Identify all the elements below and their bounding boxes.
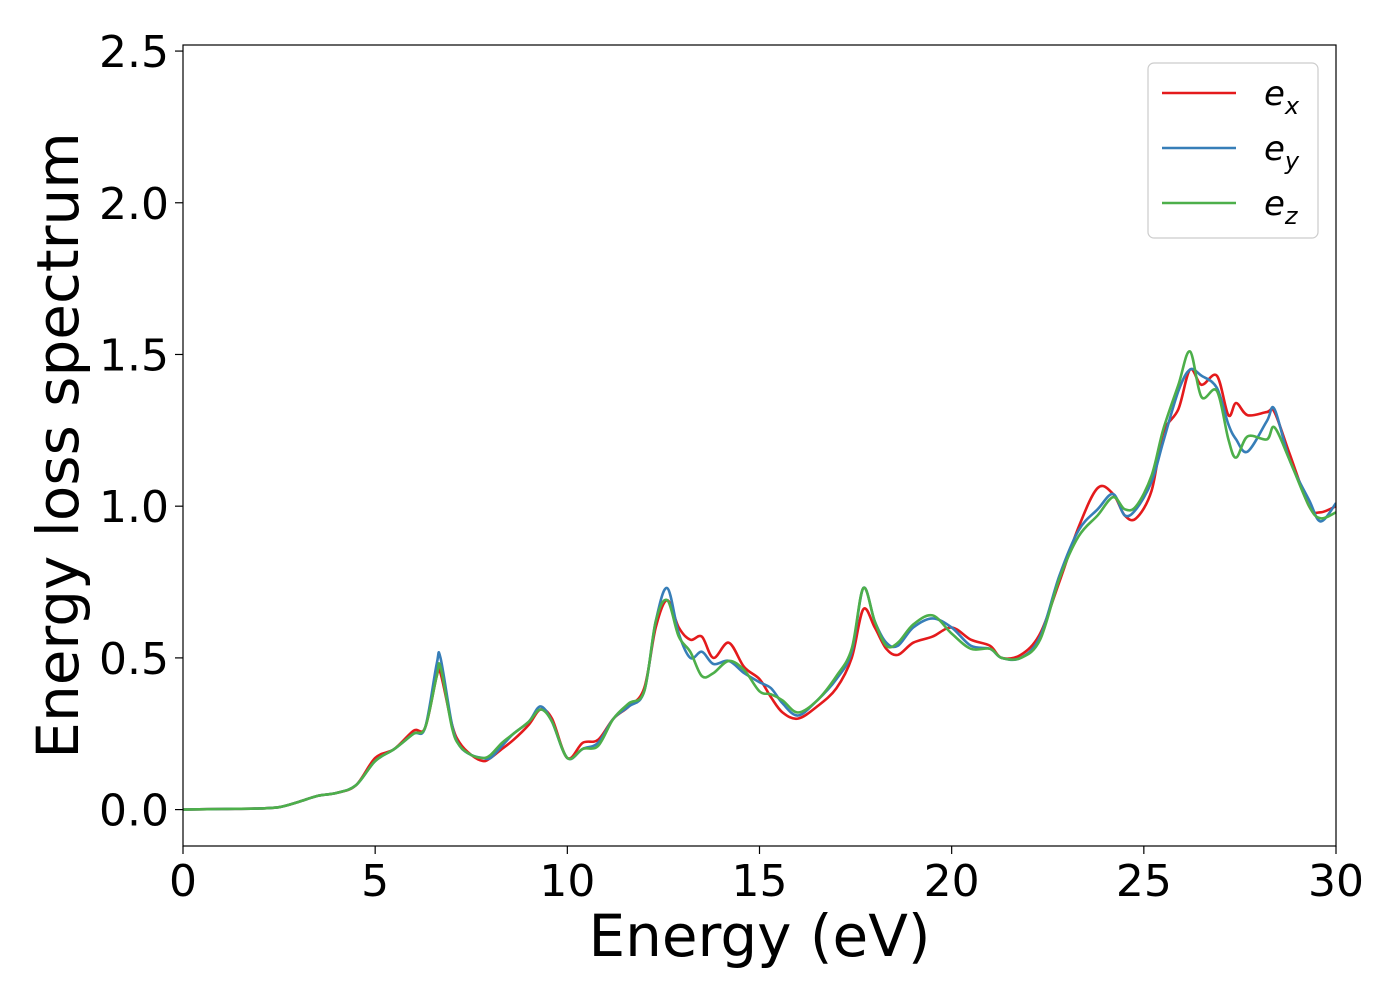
legend-label-subscript: z: [1284, 202, 1299, 230]
x-tick-label: 30: [1308, 856, 1364, 907]
x-tick-label: 25: [1116, 856, 1172, 907]
series-line-e_y: [183, 367, 1336, 811]
y-tick-label: 0.0: [99, 786, 169, 837]
x-tick-label: 10: [539, 856, 595, 907]
legend-label-subscript: x: [1284, 92, 1300, 120]
y-axis-label: Energy loss spectrum: [24, 132, 92, 758]
x-tick-label: 20: [924, 856, 980, 907]
x-axis-label: Energy (eV): [588, 902, 930, 970]
y-tick-label: 2.0: [99, 179, 169, 230]
y-tick-label: 2.5: [99, 27, 169, 78]
x-axis: 0 5 10 15 20 25 30: [169, 846, 1364, 907]
y-tick-label: 1.0: [99, 482, 169, 533]
series-layer: [183, 350, 1336, 811]
series-line-e_x: [183, 367, 1336, 811]
x-tick-label: 0: [169, 856, 197, 907]
legend-box: [1147, 62, 1319, 239]
series-line-e_z: [183, 350, 1336, 811]
legend-label-e_y: ey: [1264, 129, 1300, 175]
y-tick-label: 0.5: [99, 634, 169, 685]
legend-label-main: e: [1264, 184, 1285, 224]
y-tick-label: 1.5: [99, 330, 169, 381]
x-tick-label: 5: [361, 856, 389, 907]
legend-label-main: e: [1264, 74, 1285, 114]
x-tick-label: 15: [732, 856, 788, 907]
legend-label-subscript: y: [1284, 147, 1300, 175]
y-axis: 0.0 0.5 1.0 1.5 2.0 2.5: [99, 27, 183, 837]
legend-label-main: e: [1264, 129, 1285, 169]
legend-label-e_z: ez: [1264, 184, 1299, 230]
legend-label-e_x: ex: [1264, 74, 1300, 120]
